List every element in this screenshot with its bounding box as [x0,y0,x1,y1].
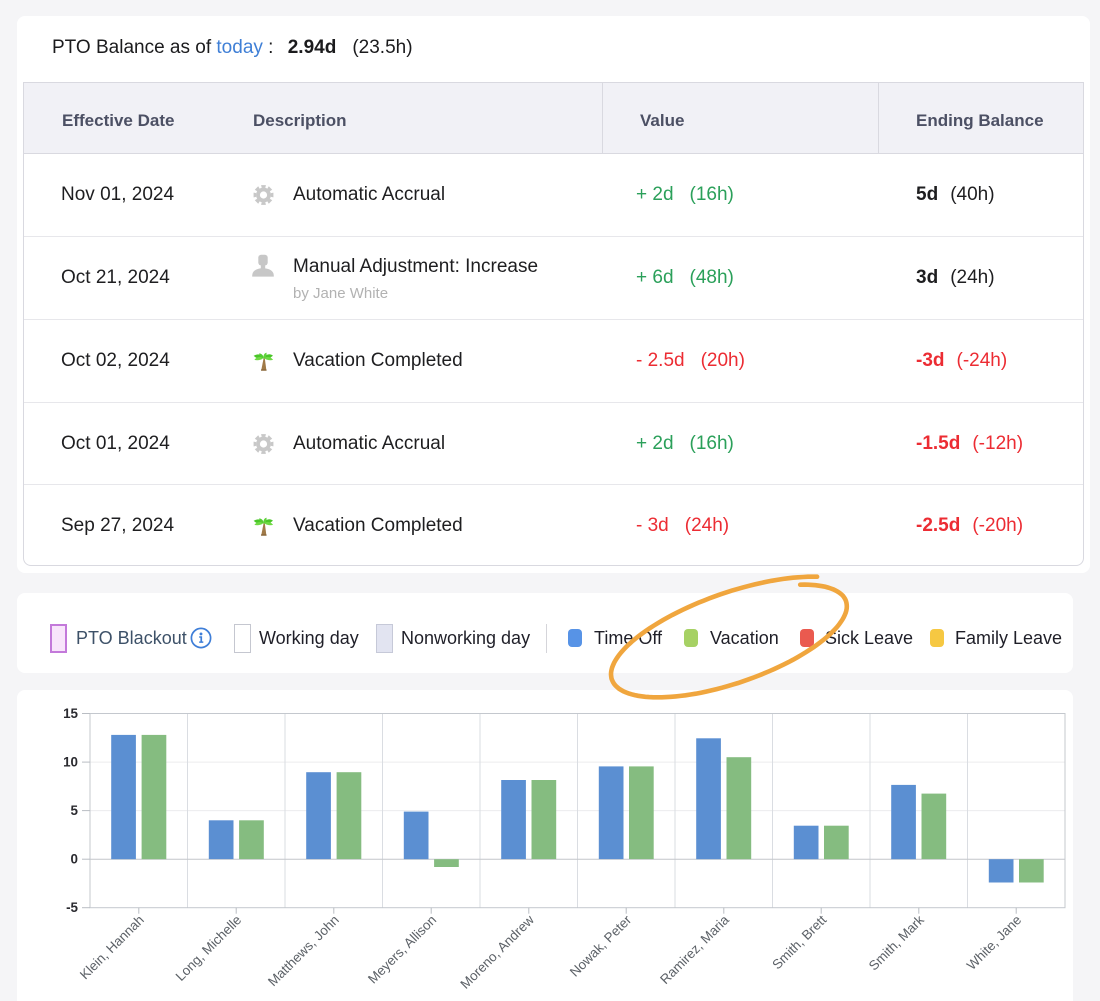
svg-text:Matthews, John: Matthews, John [265,912,342,989]
svg-text:Meyers, Allison: Meyers, Allison [365,912,439,986]
svg-text:Moreno, Andrew: Moreno, Andrew [457,912,537,992]
svg-text:Long, Michelle: Long, Michelle [173,912,245,984]
svg-text:Nowak, Peter: Nowak, Peter [567,912,635,980]
svg-text:Smith, Brett: Smith, Brett [769,912,829,972]
svg-text:10: 10 [63,755,78,770]
svg-text:0: 0 [71,852,78,867]
svg-text:5: 5 [71,803,79,818]
svg-text:15: 15 [63,706,78,721]
svg-text:White, Jane: White, Jane [964,912,1025,973]
svg-text:Smith, Mark: Smith, Mark [866,912,927,973]
svg-text:-5: -5 [66,900,78,915]
svg-text:Klein, Hannah: Klein, Hannah [77,912,147,982]
svg-text:Ramirez, Maria: Ramirez, Maria [657,912,732,987]
